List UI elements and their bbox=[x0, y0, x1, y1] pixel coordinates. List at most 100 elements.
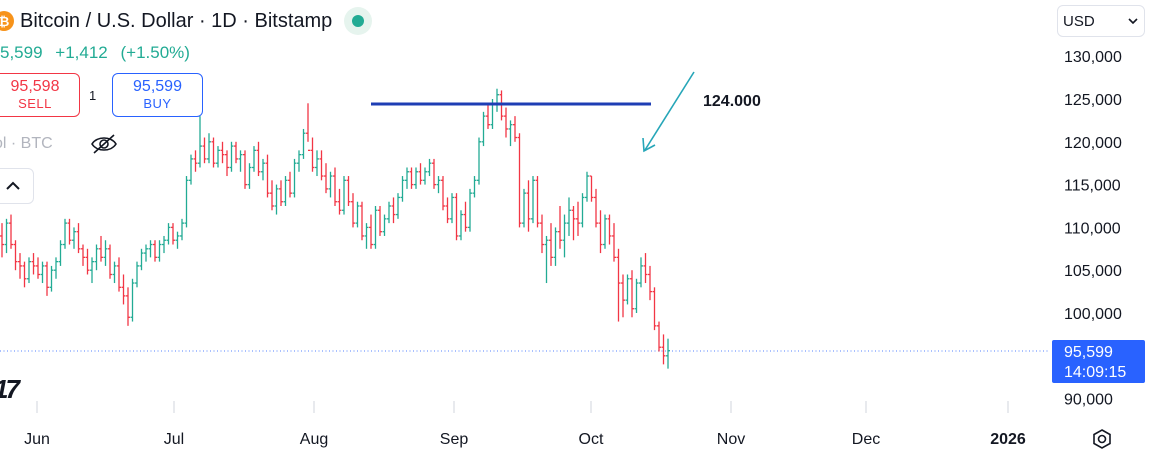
ohlc-bar bbox=[508, 120, 513, 147]
ohlc-bar bbox=[139, 248, 144, 271]
ohlc-bar bbox=[270, 180, 274, 211]
ohlc-bar bbox=[571, 206, 576, 241]
ohlc-bar bbox=[90, 257, 94, 284]
ohlc-bar bbox=[567, 197, 571, 236]
price-tick-label: 105,000 bbox=[1064, 263, 1122, 280]
ohlc-bar bbox=[549, 223, 553, 266]
ohlc-bar bbox=[315, 150, 319, 177]
price-tick-label: 110,000 bbox=[1064, 220, 1121, 237]
ohlc-bar bbox=[31, 253, 36, 275]
sell-button[interactable]: 95,598 SELL bbox=[0, 73, 80, 117]
ohlc-bar bbox=[540, 214, 544, 254]
time-tick-label: Sep bbox=[440, 431, 469, 448]
ohlc-bar bbox=[283, 176, 288, 206]
price-tick-label: 90,000 bbox=[1064, 392, 1113, 409]
ohlc-bar bbox=[117, 257, 121, 292]
ohlc-bars bbox=[0, 88, 670, 369]
ohlc-bar bbox=[157, 240, 162, 262]
ohlc-bar bbox=[342, 176, 346, 215]
ohlc-bar bbox=[40, 261, 45, 284]
ohlc-bar bbox=[180, 218, 184, 241]
ohlc-bar bbox=[661, 334, 666, 365]
ohlc-bar bbox=[346, 176, 351, 206]
change-percent: (+1.50%) bbox=[120, 43, 190, 62]
ohlc-bar bbox=[580, 193, 585, 228]
ohlc-bar bbox=[648, 265, 652, 301]
hide-eye-icon[interactable] bbox=[90, 133, 118, 155]
ohlc-bar bbox=[67, 218, 72, 245]
ohlc-bar bbox=[63, 218, 67, 249]
ohlc-bar bbox=[414, 167, 418, 189]
ohlc-bar bbox=[562, 214, 567, 258]
ohlc-bar bbox=[382, 214, 387, 236]
ohlc-bar bbox=[126, 287, 130, 326]
ohlc-bar bbox=[58, 240, 63, 266]
time-tick-label: Dec bbox=[852, 431, 880, 448]
annotation-arrow[interactable] bbox=[642, 71, 695, 153]
last-price-text: 5,599 bbox=[0, 43, 43, 62]
ohlc-bar bbox=[625, 274, 630, 305]
ohlc-bar bbox=[436, 176, 441, 194]
ohlc-bar bbox=[198, 116, 202, 168]
time-tick-label: Jul bbox=[164, 431, 184, 448]
ohlc-bar bbox=[261, 158, 265, 181]
ohlc-bar bbox=[621, 274, 625, 318]
ohlc-bar bbox=[243, 150, 247, 189]
ohlc-bar bbox=[355, 201, 360, 228]
ohlc-bar bbox=[495, 88, 499, 112]
ohlc-bar bbox=[256, 141, 261, 177]
ohlc-bar bbox=[459, 210, 463, 241]
ohlc-bar bbox=[396, 193, 400, 219]
ohlc-bar bbox=[607, 214, 612, 245]
ohlc-bar bbox=[535, 176, 540, 228]
ohlc-bar bbox=[522, 188, 526, 228]
ohlc-bar bbox=[94, 244, 99, 271]
ohlc-bar bbox=[486, 103, 490, 129]
last-price-badge: 95,599 14:09:15 bbox=[1052, 340, 1145, 383]
ohlc-bar bbox=[135, 261, 139, 288]
currency-select[interactable]: USD bbox=[1057, 5, 1145, 37]
bitcoin-icon: ₿ bbox=[0, 11, 14, 31]
ohlc-bar bbox=[423, 167, 427, 185]
ohlc-bar bbox=[103, 240, 108, 266]
ohlc-bar bbox=[22, 261, 27, 288]
ohlc-bar bbox=[207, 133, 211, 164]
ohlc-bar bbox=[324, 163, 328, 194]
tradingview-logo[interactable]: 17 bbox=[0, 374, 20, 404]
ohlc-bar bbox=[148, 240, 153, 258]
ohlc-bar bbox=[378, 206, 382, 236]
ohlc-bar bbox=[517, 133, 522, 228]
ohlc-bar bbox=[36, 257, 40, 279]
ohlc-bar bbox=[652, 287, 657, 331]
ohlc-bar bbox=[634, 278, 639, 313]
ohlc-bar bbox=[558, 206, 562, 249]
ohlc-bar bbox=[274, 184, 279, 215]
time-tick-label: 2026 bbox=[990, 431, 1026, 448]
ohlc-bar bbox=[288, 171, 292, 198]
buy-button[interactable]: 95,599 BUY bbox=[112, 73, 203, 117]
volume-indicator-label[interactable]: ol · BTC bbox=[0, 135, 53, 152]
collapse-legend-button[interactable] bbox=[0, 168, 34, 204]
ohlc-bar bbox=[202, 137, 207, 164]
ohlc-bar bbox=[544, 235, 549, 284]
time-tick-label: Jun bbox=[24, 431, 50, 448]
ohlc-bar bbox=[310, 137, 315, 172]
market-status-icon[interactable] bbox=[344, 7, 373, 35]
ohlc-bar bbox=[27, 257, 31, 284]
settings-gear-icon[interactable] bbox=[1091, 428, 1113, 450]
price-tick-label: 125,000 bbox=[1064, 92, 1122, 109]
ohlc-bar bbox=[54, 257, 58, 279]
ohlc-bar bbox=[477, 137, 481, 185]
ohlc-bar bbox=[553, 227, 558, 266]
ohlc-bar bbox=[9, 214, 13, 249]
ohlc-bar bbox=[0, 223, 4, 258]
ohlc-bar bbox=[481, 111, 486, 147]
price-tick-label: 100,000 bbox=[1064, 306, 1122, 323]
ohlc-bar bbox=[360, 201, 364, 241]
ohlc-bar bbox=[666, 338, 670, 369]
ohlc-bar bbox=[328, 171, 333, 198]
ohlc-bar bbox=[594, 188, 598, 228]
symbol-title[interactable]: Bitcoin / U.S. Dollar · 1D · Bitstamp bbox=[20, 9, 333, 32]
ohlc-bar bbox=[108, 244, 112, 279]
